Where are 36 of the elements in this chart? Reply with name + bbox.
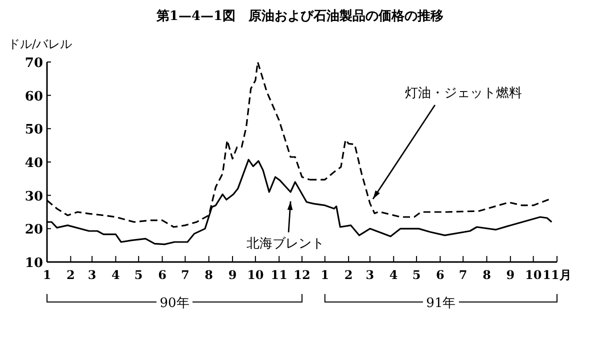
x-tick-label: 3 [88,268,96,282]
y-tick-label: 10 [24,256,43,271]
x-tick-label: 7 [458,268,468,282]
x-tick-label: 4 [112,268,120,282]
x-tick-label: 5 [134,268,143,282]
text: 90年 [160,296,190,311]
x-tick-label: 1 [42,268,52,282]
x-tick-label: 8 [204,268,214,282]
y-tick-label: 60 [24,89,43,104]
x-tick-label: 9 [228,268,237,282]
x-tick-label: 2 [344,268,353,282]
x-tick-label: 3 [366,268,374,282]
y-tick-label: 20 [24,222,43,238]
x-tick-label: 11月 [542,268,572,282]
x-tick-label: 10 [247,268,264,282]
annotation: 灯油・ジェット燃料 [404,86,522,101]
x-tick-label: 12 [294,268,310,282]
y-axis-title: ドル/バレル [8,37,72,51]
x-tick-label: 5 [412,268,421,282]
x-tick-label: 7 [181,268,190,282]
y-tick-label: 30 [24,189,43,204]
x-tick-label: 4 [389,268,398,282]
y-tick-label: 70 [24,56,43,71]
chart-title: 第1—4—1図 原油および石油製品の価格の推移 [155,9,444,24]
x-tick-label: 6 [436,268,444,282]
x-tick-label: 9 [506,268,515,282]
text: 91年 [426,296,456,311]
y-tick-label: 50 [24,122,43,138]
annotation: 北海ブレント [246,236,325,252]
x-tick-label: 11 [270,268,288,282]
y-tick-label: 40 [24,156,43,171]
x-tick-label: 2 [66,268,75,282]
x-tick-label: 8 [482,268,491,282]
x-tick-label: 10 [524,268,542,282]
x-tick-label: 6 [158,268,166,282]
x-tick-label: 1 [320,268,330,282]
